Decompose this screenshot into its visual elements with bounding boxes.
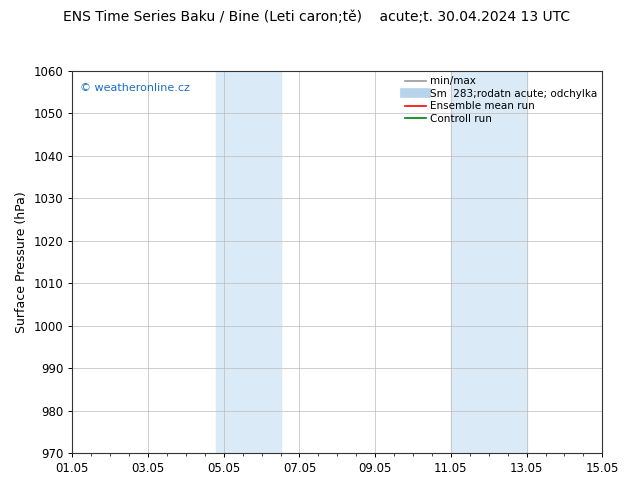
Bar [451, 71, 527, 453]
Legend: min/max, Sm  283;rodatn acute; odchylka, Ensemble mean run, Controll run: min/max, Sm 283;rodatn acute; odchylka, … [403, 74, 599, 126]
Bar [216, 71, 280, 453]
Y-axis label: Surface Pressure (hPa): Surface Pressure (hPa) [15, 191, 28, 333]
Text: © weatheronline.cz: © weatheronline.cz [81, 82, 190, 93]
Text: ENS Time Series Baku / Bine (Leti caron;tě)    acute;t. 30.04.2024 13 UTC: ENS Time Series Baku / Bine (Leti caron;… [63, 10, 571, 24]
